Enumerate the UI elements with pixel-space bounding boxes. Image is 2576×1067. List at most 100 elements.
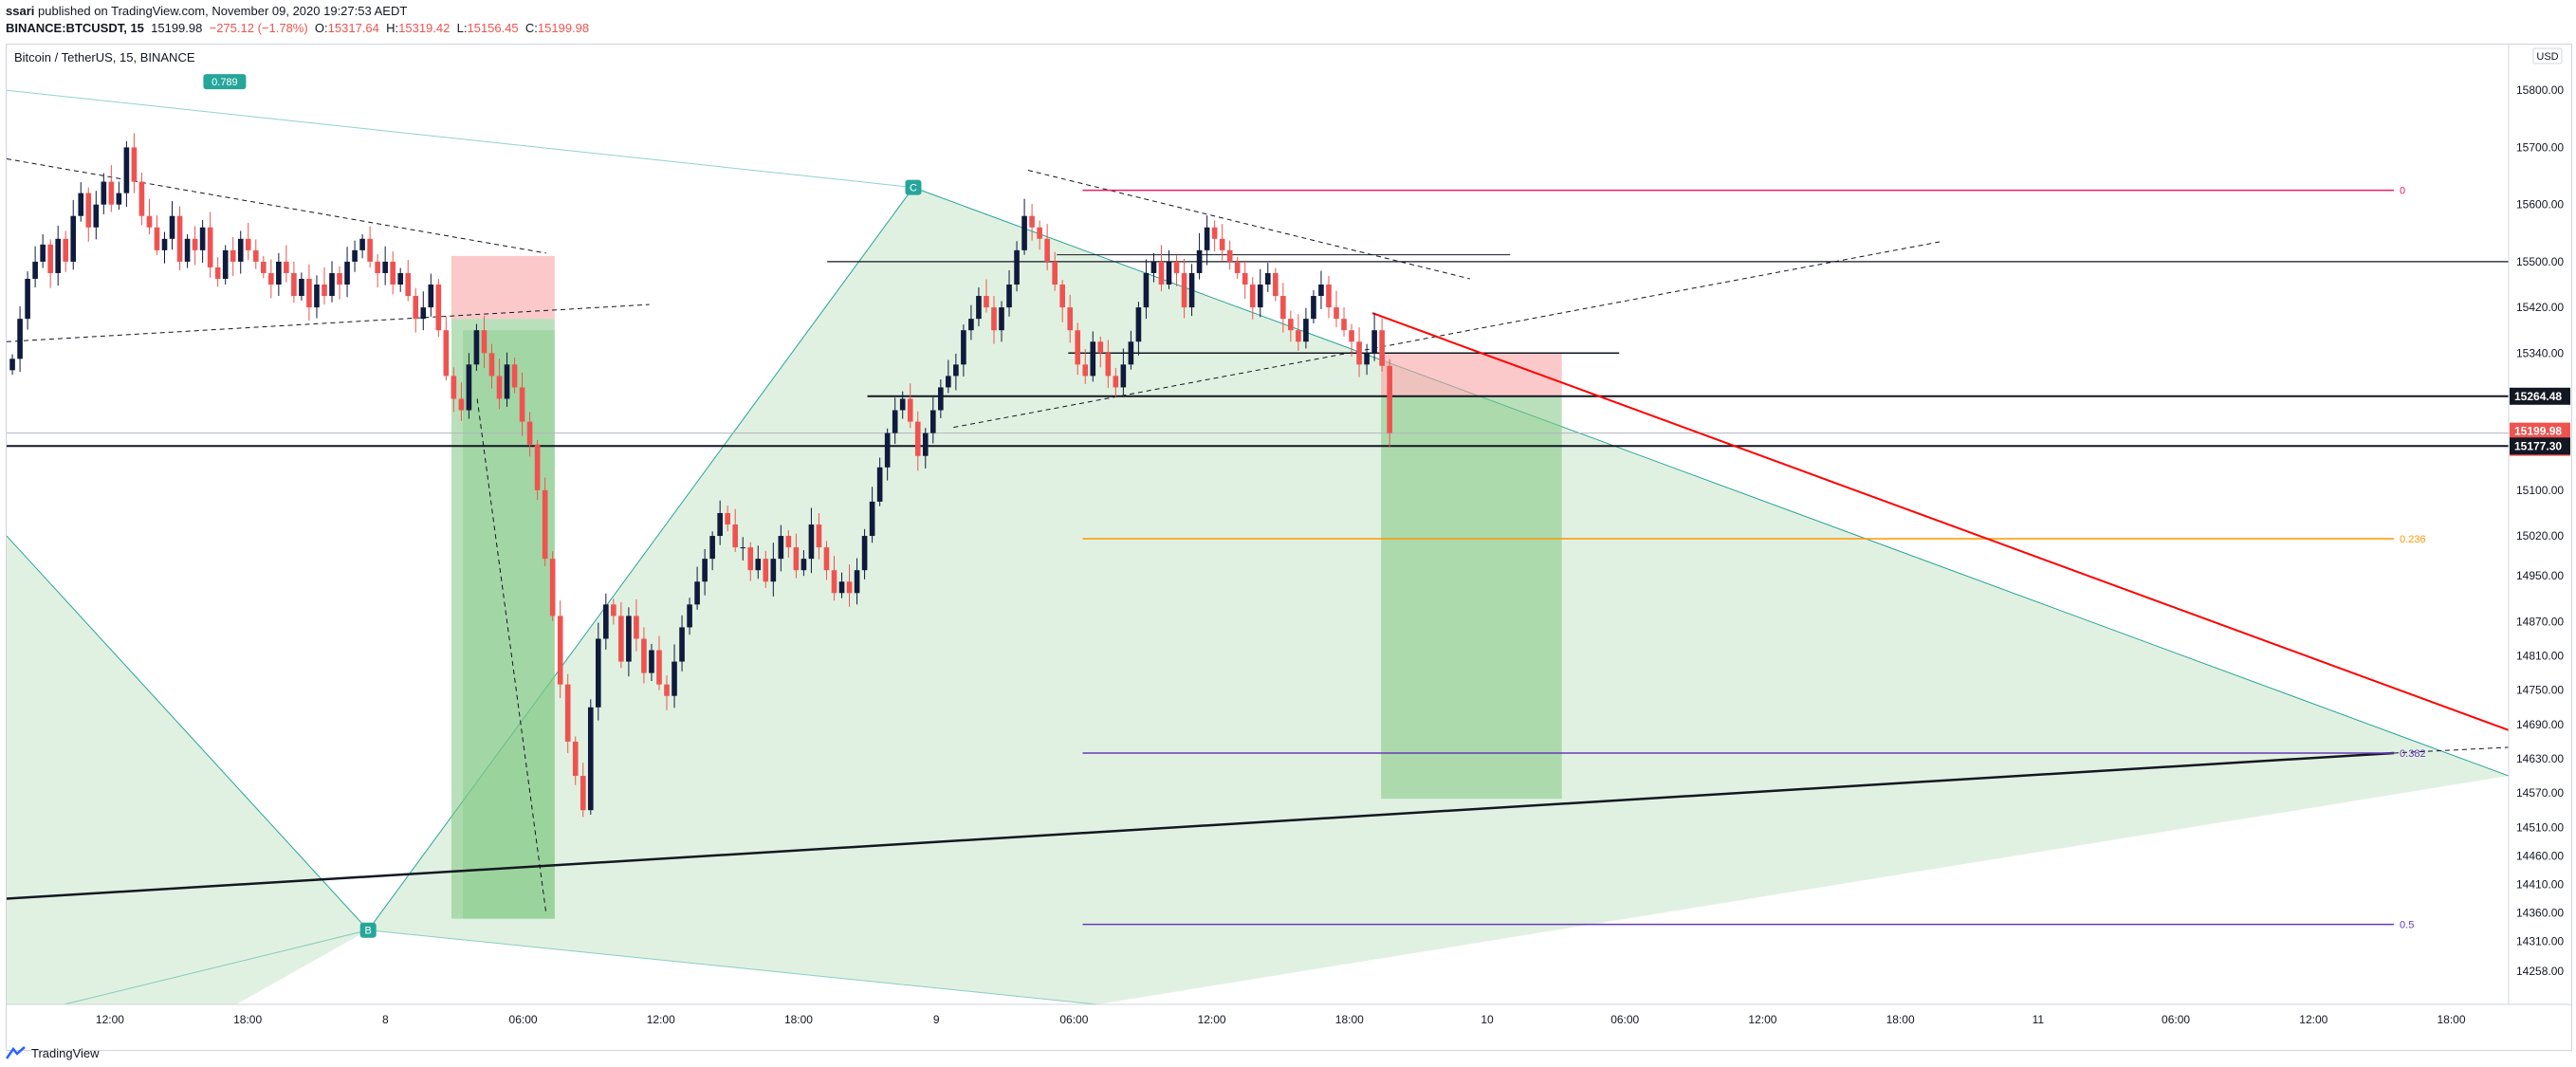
rising-trendline: [7, 751, 2395, 900]
candle-body: [626, 616, 632, 662]
pattern-leg-cd: [912, 187, 2510, 777]
candle: [451, 367, 457, 413]
candle-body: [488, 353, 495, 377]
candle-body: [587, 707, 594, 811]
time-tick-label: 8: [382, 1013, 389, 1026]
candle: [488, 343, 495, 389]
candle: [564, 673, 571, 753]
candle-body: [1113, 376, 1119, 388]
candle: [192, 226, 198, 266]
candle-body: [276, 261, 282, 285]
candle: [435, 278, 442, 338]
rising-trendline-ext: [2393, 746, 2510, 754]
candle: [869, 487, 875, 543]
target-zone-2: [1381, 396, 1562, 800]
candle: [876, 457, 883, 506]
candle-body: [214, 267, 221, 279]
candle: [679, 615, 685, 671]
candle: [367, 226, 373, 267]
candle-body: [1090, 341, 1096, 377]
candle-body: [496, 376, 503, 399]
candle: [291, 261, 297, 304]
candle-body: [702, 559, 708, 582]
author-name[interactable]: ssari: [6, 4, 35, 18]
price-tick-label: 14360.00: [2516, 907, 2564, 920]
candle-body: [1257, 285, 1263, 308]
candle: [458, 382, 465, 421]
candle-body: [1052, 261, 1058, 285]
candle: [1318, 270, 1324, 309]
candle: [32, 246, 38, 288]
candle: [1067, 294, 1074, 343]
time-tick-label: 18:00: [2437, 1013, 2465, 1026]
candle: [1014, 241, 1020, 292]
candle-body: [32, 261, 38, 279]
chart-panel[interactable]: 0 0.236 0.382 0.5 0.789 B C 15800.00 15700.00 156…: [6, 44, 2572, 1051]
candle: [511, 358, 518, 394]
candle: [17, 305, 23, 373]
candle-body: [1037, 227, 1042, 239]
candle: [337, 266, 342, 300]
candle: [626, 607, 632, 677]
candle-body: [884, 432, 891, 468]
time-tick-label: 12:00: [96, 1013, 124, 1026]
candle: [785, 530, 792, 558]
price-label-bg: [2510, 422, 2570, 440]
candle: [390, 251, 396, 295]
currency-label: USD: [2536, 51, 2558, 63]
price-label-text: 15177.30: [2514, 439, 2562, 452]
candle: [443, 316, 450, 381]
candle: [382, 246, 388, 285]
candle-body: [1334, 307, 1339, 320]
candle: [1296, 314, 1301, 351]
candle: [405, 260, 412, 302]
candle-body: [9, 359, 15, 371]
candle: [146, 198, 153, 234]
candle-body: [1371, 330, 1377, 354]
price-tick-label: 14690.00: [2516, 718, 2564, 731]
candle-body: [116, 193, 122, 205]
candle: [306, 264, 312, 321]
candle-body: [611, 604, 616, 616]
fib-level-label: 0.382: [2400, 748, 2426, 760]
candle: [534, 439, 541, 501]
candle: [1082, 349, 1089, 384]
footer-brand[interactable]: TradingView: [31, 1045, 100, 1060]
pattern-point-label: B: [365, 926, 372, 937]
candle: [1128, 330, 1134, 370]
candle-body: [961, 330, 966, 365]
candle-body: [131, 147, 138, 182]
candle-body: [1105, 353, 1112, 377]
fib-level-label: 0.5: [2400, 920, 2414, 931]
candle: [1356, 327, 1362, 377]
currency-badge: [2532, 47, 2563, 64]
candle-body: [1356, 341, 1362, 365]
candle: [823, 541, 830, 580]
time-tick-label: 12:00: [647, 1013, 675, 1026]
candle: [587, 699, 594, 816]
candle: [991, 296, 997, 344]
price-chart[interactable]: 0 0.236 0.382 0.5 0.789 B C 15800.00 15700.00 156…: [7, 45, 2571, 1050]
candle-body: [938, 387, 944, 411]
candle: [740, 537, 746, 561]
pattern-point-badge: [203, 74, 247, 90]
candle-body: [108, 181, 115, 205]
candle-body: [755, 559, 762, 571]
candle-body: [725, 512, 730, 524]
candle: [1303, 307, 1309, 349]
candle-body: [785, 536, 792, 548]
candle-body: [443, 330, 450, 377]
candle: [1280, 283, 1286, 333]
candle-body: [1249, 285, 1256, 308]
price-tick-label: 14870.00: [2516, 615, 2564, 628]
candle: [352, 240, 358, 272]
candle: [1196, 232, 1203, 280]
candle: [1341, 307, 1347, 337]
candle: [199, 219, 206, 264]
candle-body: [55, 238, 61, 273]
candle-body: [390, 261, 396, 285]
time-tick-label: 06:00: [509, 1013, 538, 1026]
candle-body: [1234, 261, 1241, 273]
candle: [725, 506, 730, 532]
candle: [808, 507, 815, 574]
